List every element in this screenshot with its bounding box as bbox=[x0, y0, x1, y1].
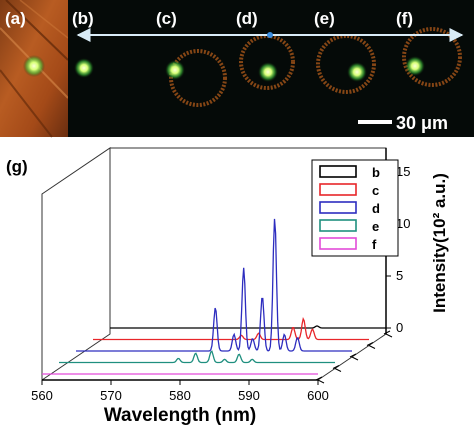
depth-tick-minor bbox=[368, 345, 376, 349]
x-tick-label: 570 bbox=[100, 388, 122, 403]
scale-bar-label: 30 μm bbox=[396, 113, 448, 133]
fiber-streak bbox=[0, 69, 53, 138]
x-axis-title: Wavelength (nm) bbox=[104, 405, 256, 426]
panel-label-c: (c) bbox=[156, 9, 177, 28]
depth-tick bbox=[383, 330, 391, 335]
emission-spot bbox=[23, 55, 45, 77]
micrograph-strip: (a) (b) (c) (d) (e) (f) 30 μm bbox=[0, 0, 474, 138]
x-tick-label: 590 bbox=[238, 388, 260, 403]
ring-e bbox=[316, 34, 376, 94]
y-axis-title: Intensity(10² a.u.) bbox=[430, 173, 449, 313]
emission-spot-d bbox=[258, 62, 278, 82]
legend-box bbox=[311, 159, 399, 257]
legend-swatch-b bbox=[319, 165, 357, 178]
waterfall-chart: 560 570 580 590 600 Wavelength (nm) 0 5 10 15 Inte… bbox=[31, 147, 449, 426]
y-tick-label: 5 bbox=[396, 268, 403, 283]
fiber-streak bbox=[19, 0, 69, 39]
x-tick-label: 600 bbox=[307, 388, 329, 403]
depth-tick-minor bbox=[385, 333, 393, 338]
ring-f bbox=[402, 27, 462, 87]
depth-tick bbox=[349, 353, 357, 358]
panel-label-a: (a) bbox=[5, 9, 26, 28]
y-tick-label: 0 bbox=[396, 320, 403, 335]
arrow-center-dot bbox=[267, 32, 273, 38]
x-tick-label: 560 bbox=[31, 388, 53, 403]
series-line-e bbox=[59, 350, 335, 364]
legend-swatch-f bbox=[319, 237, 357, 250]
legend-label-f: f bbox=[372, 237, 377, 252]
panel-label-d: (d) bbox=[236, 9, 258, 28]
legend-label-e: e bbox=[372, 219, 379, 234]
panel-label-f: (f) bbox=[396, 9, 413, 28]
fiber-streak bbox=[5, 0, 69, 61]
legend-label-d: d bbox=[372, 201, 380, 216]
depth-tick bbox=[366, 342, 374, 346]
legend-label-c: c bbox=[372, 183, 379, 198]
emission-spot-f bbox=[405, 56, 425, 76]
emission-spot-e bbox=[347, 62, 367, 82]
depth-tick-minor bbox=[351, 356, 359, 361]
depth-tick-minor bbox=[317, 379, 325, 384]
y-tick-label: 10 bbox=[396, 216, 410, 231]
legend-swatch-e bbox=[319, 219, 357, 232]
panel-label-g: (g) bbox=[6, 157, 28, 176]
legend-label-b: b bbox=[372, 165, 380, 180]
y-tick-label: 15 bbox=[396, 164, 410, 179]
legend-swatch-c bbox=[319, 183, 357, 196]
ring-d bbox=[239, 34, 295, 90]
panel-label-e: (e) bbox=[314, 9, 335, 28]
emission-spot-b bbox=[74, 58, 94, 78]
panel-label-b: (b) bbox=[72, 9, 94, 28]
legend-swatch-d bbox=[319, 201, 357, 214]
series-line-c bbox=[93, 317, 369, 341]
x-tick-label: 580 bbox=[169, 388, 191, 403]
series-line-b bbox=[110, 325, 386, 329]
left-wall bbox=[41, 147, 111, 381]
depth-tick-minor bbox=[334, 368, 342, 372]
depth-tick bbox=[332, 365, 340, 369]
emission-spot-c bbox=[165, 60, 185, 80]
depth-tick bbox=[315, 376, 323, 381]
series-line-d bbox=[76, 218, 352, 352]
